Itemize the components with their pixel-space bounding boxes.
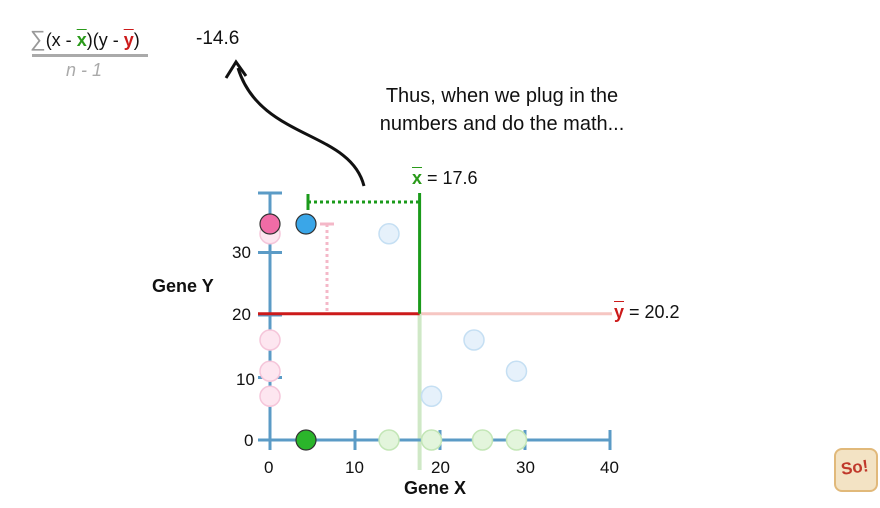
data-point-faded — [505, 429, 528, 451]
x-mean-symbol: x — [412, 168, 423, 188]
y-tick-label: 20 — [232, 305, 251, 324]
ybar-symbol: y — [123, 30, 134, 50]
x-tick-label: 10 — [345, 458, 364, 477]
formula-numerator: ∑(x - x)(y - y) — [30, 26, 140, 52]
x-mean-value: = 17.6 — [422, 168, 478, 188]
numerator-open: (x - — [45, 30, 77, 50]
data-point-blue — [295, 213, 317, 235]
y-axis-label: Gene Y — [152, 276, 214, 296]
x-tick-label: 20 — [431, 458, 450, 477]
y-mean-value: = 20.2 — [624, 302, 680, 322]
logo: So! — [834, 448, 878, 492]
data-point-faded — [378, 429, 400, 451]
y-mean-label: y = 20.2 — [614, 302, 680, 323]
data-point-green — [295, 429, 317, 451]
numerator-close: ) — [133, 30, 140, 50]
x-tick-label: 0 — [264, 458, 274, 477]
numerator-middle: )(y - — [86, 30, 124, 50]
x-axis-label: Gene X — [404, 478, 467, 498]
data-point-faded — [378, 223, 400, 245]
formula-denominator: n - 1 — [66, 60, 103, 80]
y-tick-label: 0 — [244, 431, 254, 450]
data-point-faded — [471, 429, 494, 451]
data-point-faded — [259, 329, 281, 351]
y-mean-symbol: y — [614, 302, 625, 322]
data-point-faded — [505, 360, 528, 382]
data-point-faded — [420, 429, 443, 451]
caption-line-2: numbers and do the math... — [379, 113, 625, 135]
data-point-faded — [463, 329, 485, 351]
pointer-arrow-head — [224, 59, 248, 79]
covariance-value: -14.6 — [196, 28, 240, 49]
data-point-faded — [259, 360, 281, 382]
x-tick-label: 40 — [600, 458, 619, 477]
data-point-pink — [259, 213, 281, 235]
sum-symbol: ∑ — [30, 26, 46, 51]
caption-line-1: Thus, when we plug in the — [385, 85, 619, 107]
pointer-arrow — [236, 67, 366, 187]
y-tick-label: 10 — [236, 370, 255, 389]
y-tick-label: 30 — [232, 243, 251, 262]
x-tick-label: 30 — [516, 458, 535, 477]
x-mean-label: x = 17.6 — [412, 168, 478, 189]
logo-text: So! — [839, 456, 870, 479]
caption-text: Thus, when we plug in the numbers and do… — [352, 82, 652, 138]
plot-area — [258, 191, 612, 470]
fraction-bar — [32, 54, 148, 57]
data-point-faded — [420, 385, 443, 407]
xbar-symbol: x — [76, 30, 87, 50]
data-point-faded — [259, 385, 281, 407]
